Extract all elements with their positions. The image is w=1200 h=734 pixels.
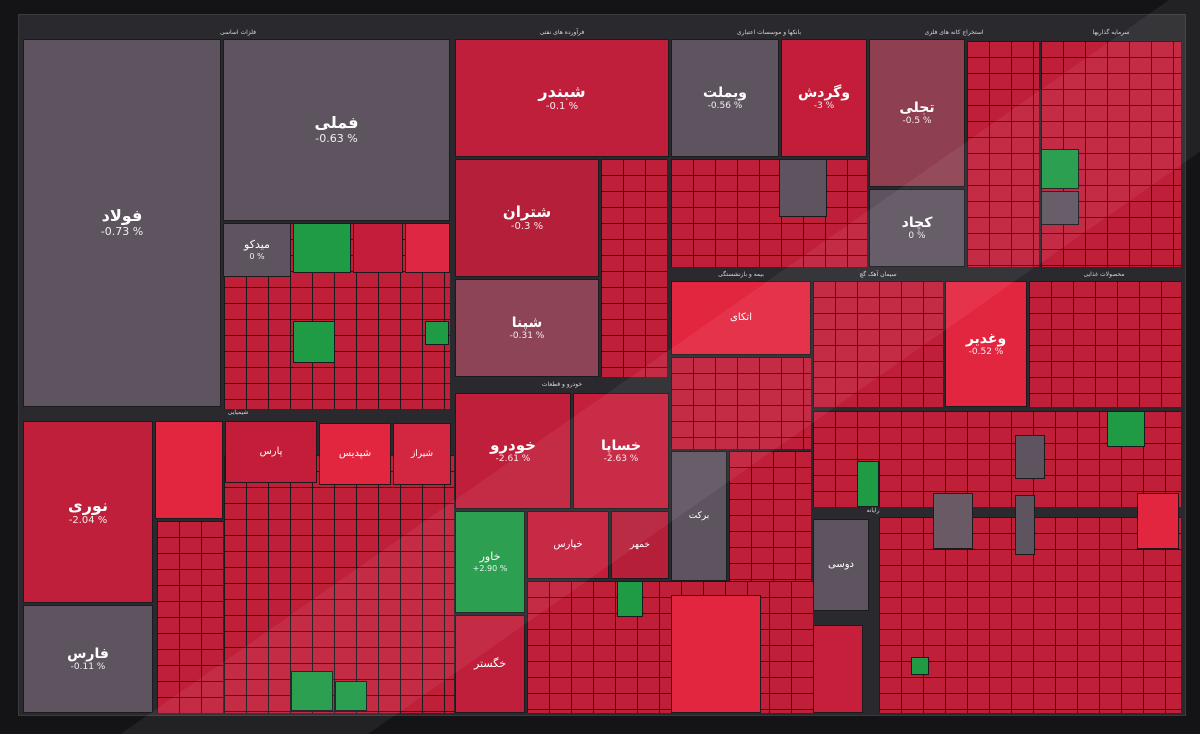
tile-gray-small[interactable] — [1015, 435, 1045, 479]
sector-label-petroleum: فرآورده های نفتی — [539, 29, 585, 36]
tile-shabandar[interactable]: شبندر -0.1 % — [455, 39, 669, 157]
tile-green-small[interactable] — [425, 321, 449, 345]
tile-femeli[interactable]: فملی -0.63 % — [223, 39, 450, 221]
small-tiles-cluster — [671, 357, 811, 449]
tile-green-small[interactable] — [857, 461, 879, 507]
tile-shetran[interactable]: شتران -0.3 % — [455, 159, 599, 277]
tile-kechad[interactable]: کچاد 0 % — [869, 189, 965, 267]
tile-green-small[interactable] — [617, 581, 643, 617]
tile-red-medium[interactable] — [353, 223, 403, 273]
small-tiles-cluster — [224, 455, 454, 713]
tile-green-small[interactable] — [291, 671, 333, 711]
small-tiles-cluster — [729, 451, 811, 581]
tile-gray-small[interactable] — [1041, 191, 1079, 225]
sector-label-computer: رایانه — [866, 507, 880, 514]
tile-green-small[interactable] — [911, 657, 929, 675]
sector-label-automotive: خودرو و قطعات — [541, 381, 583, 388]
tile-barekat[interactable]: برکت — [671, 451, 727, 581]
tile-gray-small[interactable] — [779, 159, 827, 217]
tile-gray-small[interactable] — [933, 493, 973, 549]
sector-label-chemical: شیمیایی — [227, 409, 249, 416]
small-tiles-cluster — [527, 581, 813, 713]
tile-green-small[interactable] — [293, 223, 351, 273]
market-treemap: فلزات اساسی فرآورده های نفتی بانکها و مو… — [18, 14, 1186, 716]
tile-khmehr[interactable]: خمهر — [611, 511, 669, 579]
tile-khpars[interactable]: خپارس — [527, 511, 609, 579]
tile-khavar[interactable]: خاور +2.90 % — [455, 511, 525, 613]
tile-midco[interactable]: میدکو 0 % — [223, 223, 291, 277]
tile-foolad[interactable]: فولاد -0.73 % — [23, 39, 221, 407]
small-tiles-cluster — [1029, 281, 1181, 407]
tile-shepdis[interactable]: شپدیس — [319, 423, 391, 485]
tile-shepna[interactable]: شپنا -0.31 % — [455, 279, 599, 377]
tile-nouri[interactable]: نوری -2.04 % — [23, 421, 153, 603]
small-tiles-cluster — [224, 223, 450, 409]
sector-label-cement: سیمان آهک گچ — [859, 271, 897, 278]
tile-tajali[interactable]: تجلی -0.5 % — [869, 39, 965, 187]
sector-label-food: محصولات غذایی — [1083, 271, 1125, 278]
tile-green-small[interactable] — [1107, 411, 1145, 447]
tile-fars[interactable]: فارس -0.11 % — [23, 605, 153, 713]
tile-pars[interactable]: پارس — [225, 421, 317, 483]
tile-red-large[interactable] — [671, 595, 761, 713]
small-tiles-cluster — [813, 281, 943, 407]
tile-red-medium[interactable] — [155, 421, 223, 519]
tile-atkai[interactable]: اتکای — [671, 281, 811, 355]
tile-khegostar[interactable]: خگستر — [455, 615, 525, 713]
tile-khodro[interactable]: خودرو -2.61 % — [455, 393, 571, 509]
small-tiles-cluster — [967, 41, 1039, 267]
small-tiles-cluster — [601, 159, 667, 377]
tile-gray-small[interactable] — [1015, 495, 1035, 555]
tile-green-small[interactable] — [335, 681, 367, 711]
small-tiles-cluster — [671, 159, 867, 267]
tile-dousi[interactable]: دوسی — [813, 519, 869, 611]
sector-label-metals: فلزات اساسی — [220, 29, 256, 36]
tile-khesapa[interactable]: خساپا -2.63 % — [573, 393, 669, 509]
sector-label-insurance: بیمه و بازنشستگی — [718, 271, 764, 278]
sector-label-mining: استخراج کانه های فلزی — [924, 29, 984, 36]
tile-vabmellat[interactable]: وبملت -0.56 % — [671, 39, 779, 157]
tile-vaghadir[interactable]: وغدیر -0.52 % — [945, 281, 1027, 407]
tile-red-medium[interactable] — [405, 223, 450, 273]
tile-green-small[interactable] — [293, 321, 335, 363]
sector-label-banks: بانکها و موسسات اعتباری — [736, 29, 802, 36]
tile-shiraz[interactable]: شیراز — [393, 423, 451, 485]
tile-vagardesh[interactable]: وگردش -3 % — [781, 39, 867, 157]
tile-red-medium[interactable] — [813, 625, 863, 713]
tile-green-small[interactable] — [1041, 149, 1079, 189]
tile-red-medium[interactable] — [1137, 493, 1179, 549]
small-tiles-cluster — [157, 521, 223, 713]
sector-label-investment: سرمایه گذاریها — [1092, 29, 1130, 36]
